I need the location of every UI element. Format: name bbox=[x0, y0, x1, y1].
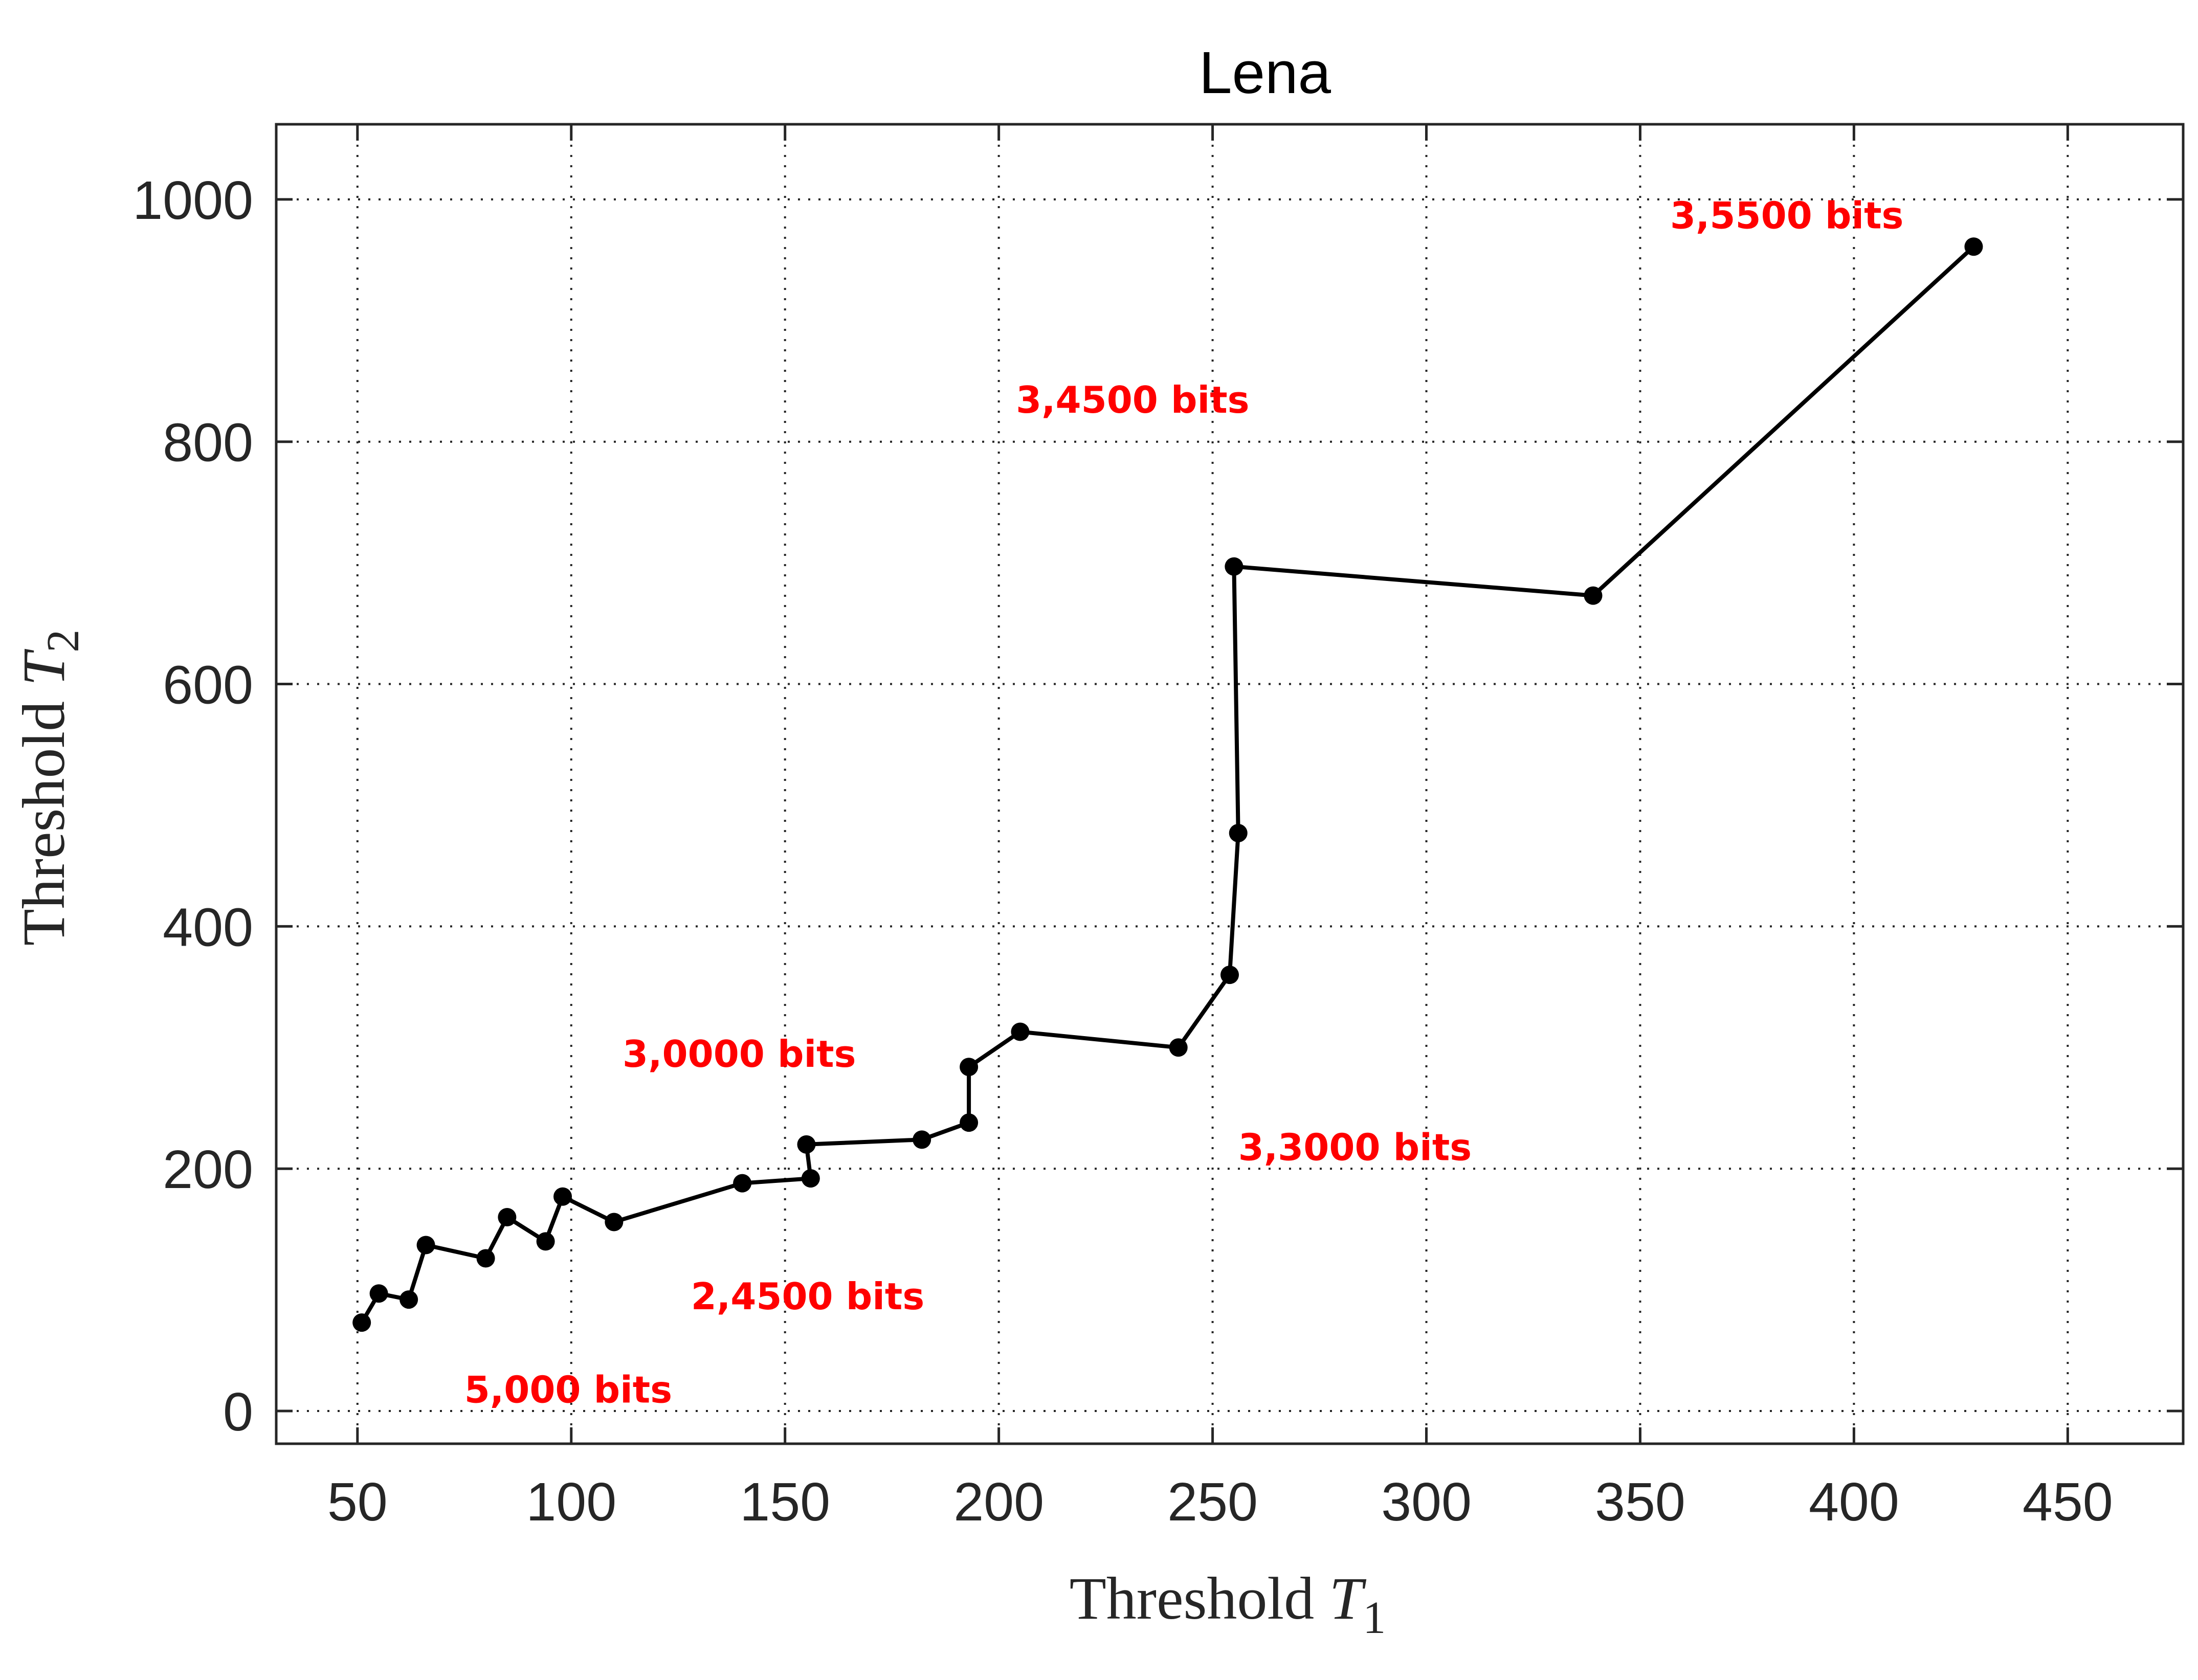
data-point bbox=[801, 1169, 820, 1188]
y-tick-label: 1000 bbox=[132, 170, 253, 231]
data-point bbox=[1220, 966, 1239, 984]
data-point bbox=[913, 1130, 931, 1149]
annotation-label: 2,4500 bits bbox=[691, 1275, 924, 1318]
annotation-label: 5,000 bits bbox=[464, 1368, 672, 1411]
data-point bbox=[498, 1207, 517, 1226]
data-point bbox=[1964, 237, 1983, 256]
series-line bbox=[360, 245, 1975, 1324]
grid-lines bbox=[276, 124, 2183, 1444]
data-point bbox=[1225, 557, 1244, 576]
plot-area-frame bbox=[275, 123, 2185, 1445]
x-tick-label: 100 bbox=[526, 1472, 616, 1532]
data-point bbox=[1584, 586, 1603, 605]
x-axis-label: Threshold T1 bbox=[1070, 1565, 1386, 1643]
y-axis-label: Threshold T2 bbox=[10, 630, 88, 946]
data-point bbox=[536, 1232, 555, 1251]
axis-ticks: 50 100 150 200 250 300 350 400 450 0 200 400 600 800 1… bbox=[132, 124, 2183, 1532]
x-tick-label: 250 bbox=[1167, 1472, 1258, 1532]
annotation-label: 3,0000 bits bbox=[623, 1033, 856, 1076]
data-point bbox=[797, 1135, 816, 1154]
y-tick-label: 0 bbox=[223, 1382, 253, 1442]
chart-title: Lena bbox=[1199, 39, 1331, 106]
x-tick-label: 300 bbox=[1381, 1472, 1472, 1532]
data-point bbox=[605, 1213, 624, 1231]
x-tick-label: 50 bbox=[327, 1472, 388, 1532]
data-point bbox=[352, 1313, 371, 1332]
x-tick-label: 200 bbox=[953, 1472, 1044, 1532]
annotation-label: 3,4500 bits bbox=[1016, 378, 1249, 421]
annotation-label: 3,5500 bits bbox=[1670, 194, 1903, 237]
data-point bbox=[369, 1284, 388, 1303]
y-tick-label: 200 bbox=[163, 1139, 253, 1200]
data-point bbox=[1169, 1038, 1188, 1057]
data-point bbox=[960, 1113, 979, 1132]
data-series bbox=[352, 237, 1983, 1332]
x-tick-label: 400 bbox=[1809, 1472, 1899, 1532]
y-tick-label: 400 bbox=[163, 897, 253, 957]
data-point bbox=[416, 1236, 435, 1255]
y-tick-label: 800 bbox=[163, 413, 253, 473]
annotation-label: 3,3000 bits bbox=[1238, 1126, 1472, 1169]
data-point bbox=[1011, 1022, 1030, 1041]
data-point bbox=[1229, 823, 1248, 842]
region-annotations: 5,000 bits 2,4500 bits 3,0000 bits 3,3000 b… bbox=[464, 194, 1904, 1412]
data-point bbox=[399, 1290, 418, 1309]
data-point bbox=[553, 1187, 572, 1206]
y-tick-label: 600 bbox=[163, 655, 253, 715]
x-tick-label: 450 bbox=[2023, 1472, 2113, 1532]
data-point bbox=[960, 1058, 979, 1077]
x-tick-label: 150 bbox=[740, 1472, 830, 1532]
x-tick-label: 350 bbox=[1595, 1472, 1685, 1532]
data-point bbox=[476, 1249, 495, 1268]
data-point bbox=[733, 1174, 752, 1193]
